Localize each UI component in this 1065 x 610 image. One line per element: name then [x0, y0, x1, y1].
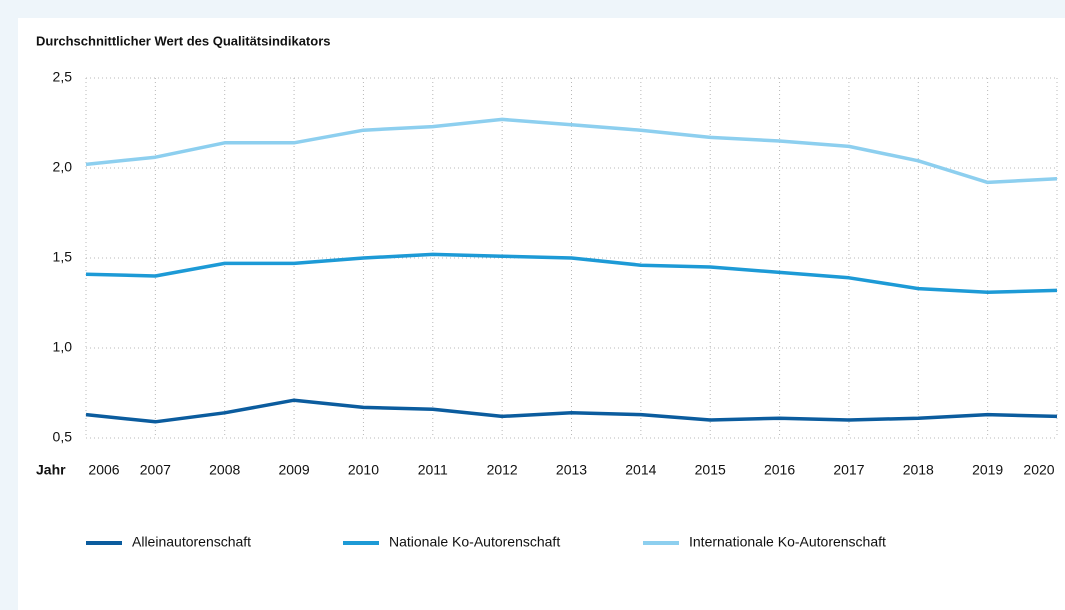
- legend-label: Alleinautorenschaft: [132, 534, 251, 550]
- y-tick-label: 0,5: [53, 429, 73, 445]
- line-series: [85, 117, 1058, 185]
- y-tick-label: 2,0: [53, 159, 73, 175]
- x-tick-label: 2013: [556, 462, 587, 478]
- legend-label: Internationale Ko-Autorenschaft: [689, 534, 886, 550]
- legend-label: Nationale Ko-Autorenschaft: [389, 534, 560, 550]
- line-series: [85, 398, 1058, 424]
- x-tick-label: 2019: [972, 462, 1003, 478]
- chart-title: Durchschnittlicher Wert des Qualitätsind…: [36, 33, 331, 48]
- x-axis-label: Jahr: [36, 462, 66, 478]
- x-tick-label: 2012: [487, 462, 518, 478]
- x-tick-label: 2011: [418, 462, 448, 478]
- x-tick-label: 2008: [209, 462, 240, 478]
- x-tick-label: 2006: [88, 462, 119, 478]
- x-tick-label: 2018: [903, 462, 934, 478]
- x-tick-label: 2014: [625, 462, 656, 478]
- panel: [18, 18, 1065, 610]
- x-tick-label: 2020: [1023, 462, 1054, 478]
- y-tick-label: 2,5: [53, 69, 73, 85]
- x-tick-label: 2007: [140, 462, 171, 478]
- y-tick-label: 1,5: [53, 249, 73, 265]
- y-tick-label: 1,0: [53, 339, 73, 355]
- x-tick-label: 2010: [348, 462, 379, 478]
- x-tick-label: 2009: [278, 462, 309, 478]
- line-series: [85, 252, 1058, 294]
- x-tick-label: 2017: [833, 462, 864, 478]
- x-tick-label: 2015: [695, 462, 726, 478]
- x-tick-label: 2016: [764, 462, 795, 478]
